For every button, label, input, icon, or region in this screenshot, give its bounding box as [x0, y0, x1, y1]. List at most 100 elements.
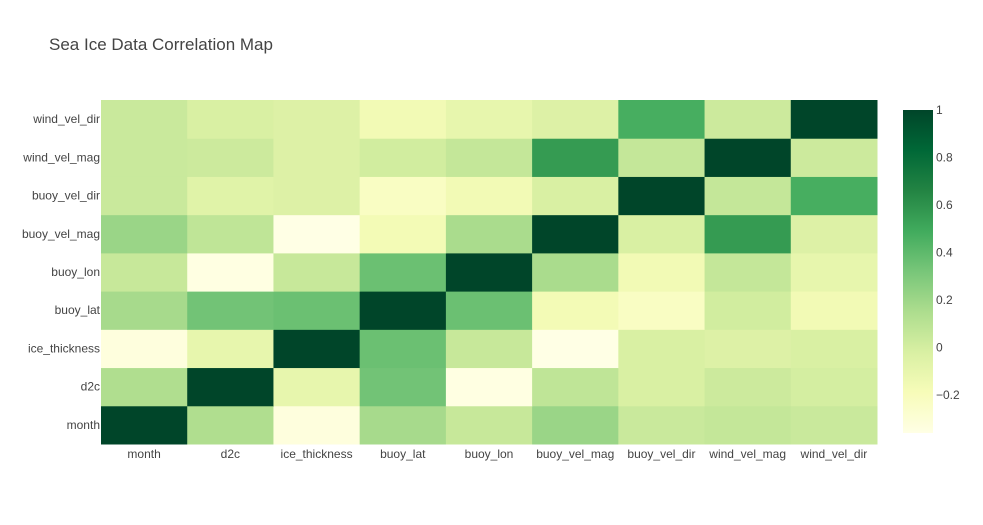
heatmap-cell-wind_vel_mag-wind_vel_dir: [790, 138, 878, 177]
heatmap-cell-d2c-buoy_vel_dir: [618, 367, 706, 407]
heatmap-cell-buoy_lat-buoy_lon: [445, 291, 533, 330]
heatmap-cell-wind_vel_dir-buoy_lon: [445, 100, 533, 139]
heatmap-cell-buoy_vel_dir-buoy_vel_mag: [532, 176, 619, 216]
chart-title: Sea Ice Data Correlation Map: [49, 35, 273, 54]
y-tick-label: ice_thickness: [28, 341, 100, 355]
y-tick-label: buoy_lat: [55, 303, 101, 317]
heatmap-cell-buoy_lon-buoy_lon: [445, 252, 533, 292]
heatmap-cell-buoy_lon-buoy_vel_mag: [532, 252, 619, 292]
heatmap-cell-d2c-buoy_lat: [359, 367, 447, 407]
x-tick-label: ice_thickness: [281, 447, 353, 461]
heatmap-cell-wind_vel_dir-month: [101, 100, 188, 139]
y-tick-label: buoy_vel_mag: [22, 227, 100, 241]
y-tick-label: buoy_vel_dir: [32, 189, 100, 203]
heatmap-cell-wind_vel_mag-buoy_lon: [445, 138, 533, 177]
heatmap-cell-wind_vel_mag-wind_vel_mag: [704, 138, 792, 177]
heatmap-cell-buoy_vel_dir-d2c: [187, 176, 274, 216]
x-tick-label: buoy_lat: [380, 447, 426, 461]
heatmap-cell-buoy_lon-buoy_vel_dir: [618, 252, 706, 292]
heatmap-cell-buoy_vel_dir-wind_vel_dir: [790, 176, 878, 216]
heatmap-cell-wind_vel_dir-buoy_lat: [359, 100, 447, 139]
heatmap-cell-buoy_vel_dir-month: [101, 176, 188, 216]
colorbar: [903, 110, 933, 433]
heatmap-cell-wind_vel_dir-wind_vel_dir: [790, 100, 878, 139]
heatmap-cell-buoy_lat-buoy_vel_dir: [618, 291, 706, 330]
heatmap-cell-buoy_lat-buoy_vel_mag: [532, 291, 619, 330]
heatmap-cell-buoy_lat-wind_vel_dir: [790, 291, 878, 330]
heatmap-cell-wind_vel_mag-month: [101, 138, 188, 177]
heatmap-cell-wind_vel_dir-buoy_vel_dir: [618, 100, 706, 139]
heatmap-cell-buoy_lon-wind_vel_mag: [704, 252, 792, 292]
colorbar-tick-label: 0: [936, 341, 943, 355]
heatmap-cell-month-buoy_vel_dir: [618, 405, 706, 445]
heatmap-cell-buoy_lat-wind_vel_mag: [704, 291, 792, 330]
x-tick-label: buoy_lon: [465, 447, 514, 461]
heatmap-cell-buoy_lon-wind_vel_dir: [790, 252, 878, 292]
heatmap-cell-buoy_vel_dir-buoy_vel_dir: [618, 176, 706, 216]
heatmap-cell-buoy_vel_dir-buoy_lon: [445, 176, 533, 216]
x-tick-label: month: [127, 447, 160, 461]
heatmap-cell-buoy_vel_dir-wind_vel_mag: [704, 176, 792, 216]
heatmap-cell-d2c-wind_vel_dir: [790, 367, 878, 407]
x-axis-tick-labels: month d2c ice_thickness buoy_lat buoy_lon buo…: [127, 447, 867, 461]
heatmap-cell-buoy_vel_mag-d2c: [187, 214, 274, 254]
heatmap-cell-buoy_vel_dir-ice_thickness: [273, 176, 361, 216]
heatmap-cell-month-ice_thickness: [273, 405, 361, 445]
heatmap-cell-ice_thickness-ice_thickness: [273, 329, 361, 369]
heatmap-cell-ice_thickness-buoy_vel_dir: [618, 329, 706, 369]
heatmap-cell-buoy_vel_mag-ice_thickness: [273, 214, 361, 254]
heatmap-cell-ice_thickness-wind_vel_dir: [790, 329, 878, 369]
colorbar-tick-label: 0.8: [936, 151, 953, 165]
heatmap-cell-wind_vel_mag-ice_thickness: [273, 138, 361, 177]
x-tick-label: wind_vel_mag: [708, 447, 786, 461]
y-tick-label: buoy_lon: [51, 265, 100, 279]
heatmap-cell-buoy_vel_mag-wind_vel_dir: [790, 214, 878, 254]
heatmap-cell-wind_vel_mag-buoy_lat: [359, 138, 447, 177]
heatmap-cell-wind_vel_dir-buoy_vel_mag: [532, 100, 619, 139]
x-tick-label: d2c: [221, 447, 240, 461]
heatmap-cell-ice_thickness-buoy_lon: [445, 329, 533, 369]
heatmap-cell-wind_vel_dir-ice_thickness: [273, 100, 361, 139]
x-tick-label: buoy_vel_mag: [536, 447, 614, 461]
colorbar-tick-label: −0.2: [936, 388, 960, 402]
heatmap-cell-buoy_lat-ice_thickness: [273, 291, 361, 330]
heatmap-cell-ice_thickness-d2c: [187, 329, 274, 369]
heatmap-cell-ice_thickness-month: [101, 329, 188, 369]
heatmap-cell-ice_thickness-buoy_vel_mag: [532, 329, 619, 369]
colorbar-tick-label: 0.6: [936, 198, 953, 212]
colorbar-tick-label: 1: [936, 103, 943, 117]
heatmap-cell-d2c-month: [101, 367, 188, 407]
heatmap-cell-d2c-wind_vel_mag: [704, 367, 792, 407]
heatmap-cell-month-month: [101, 405, 188, 445]
heatmap-cell-ice_thickness-wind_vel_mag: [704, 329, 792, 369]
colorbar-tick-labels: −0.2 0 0.2 0.4 0.6 0.8 1: [936, 103, 960, 402]
heatmap-cell-buoy_vel_mag-buoy_vel_dir: [618, 214, 706, 254]
heatmap-cell-wind_vel_mag-buoy_vel_dir: [618, 138, 706, 177]
heatmap-cell-buoy_vel_dir-buoy_lat: [359, 176, 447, 216]
heatmap-cell-month-buoy_lon: [445, 405, 533, 445]
heatmap-cell-buoy_vel_mag-wind_vel_mag: [704, 214, 792, 254]
heatmap-cell-wind_vel_mag-buoy_vel_mag: [532, 138, 619, 177]
colorbar-tick-label: 0.2: [936, 293, 953, 307]
x-tick-label: buoy_vel_dir: [627, 447, 695, 461]
heatmap-cell-d2c-d2c: [187, 367, 274, 407]
colorbar-tick-label: 0.4: [936, 246, 953, 260]
heatmap-cell-buoy_vel_mag-month: [101, 214, 188, 254]
y-tick-label: d2c: [81, 380, 100, 394]
heatmap-cell-buoy_lon-buoy_lat: [359, 252, 447, 292]
heatmap-cell-buoy_lat-d2c: [187, 291, 274, 330]
heatmap-cell-month-buoy_vel_mag: [532, 405, 619, 445]
heatmap-cell-d2c-buoy_lon: [445, 367, 533, 407]
y-tick-label: month: [67, 418, 100, 432]
heatmap-cell-buoy_lon-month: [101, 252, 188, 292]
heatmap-cell-buoy_vel_mag-buoy_vel_mag: [532, 214, 619, 254]
heatmap-cell-buoy_lon-ice_thickness: [273, 252, 361, 292]
heatmap-cell-buoy_lat-buoy_lat: [359, 291, 447, 330]
heatmap-cells: [101, 100, 878, 445]
heatmap-cell-month-wind_vel_mag: [704, 405, 792, 445]
y-tick-label: wind_vel_mag: [22, 150, 100, 164]
heatmap-cell-month-wind_vel_dir: [790, 405, 878, 445]
heatmap-cell-wind_vel_dir-wind_vel_mag: [704, 100, 792, 139]
heatmap-cell-buoy_vel_mag-buoy_lat: [359, 214, 447, 254]
